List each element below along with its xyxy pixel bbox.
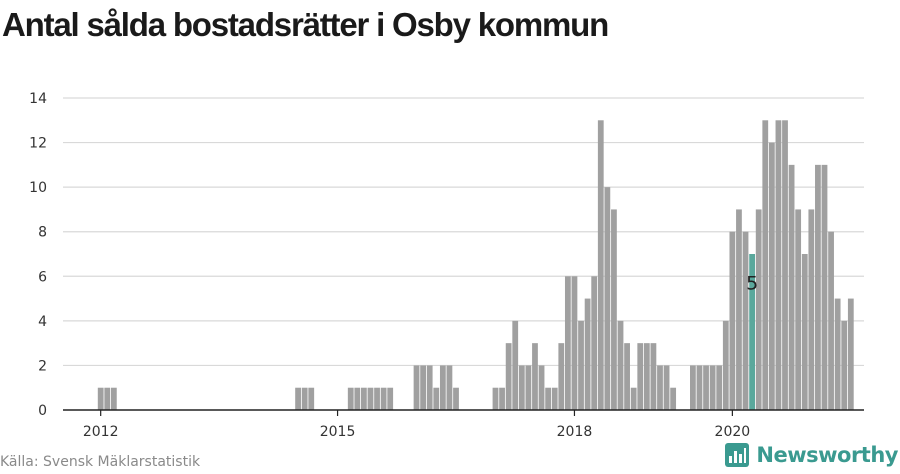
bar (722, 320, 729, 410)
bar (782, 120, 788, 411)
bar (604, 187, 611, 410)
bar (551, 387, 558, 410)
bar (716, 365, 723, 410)
bar (775, 120, 782, 411)
bar-chart-logo-icon (725, 443, 750, 467)
bar (104, 387, 111, 410)
bar (584, 298, 591, 410)
bar (690, 365, 696, 410)
bar (301, 387, 308, 410)
bar (426, 365, 433, 410)
bar (538, 365, 545, 410)
x-tick-label: 2012 (83, 424, 119, 440)
bar (742, 231, 749, 410)
bar (518, 365, 525, 410)
bar (841, 320, 848, 410)
brand-name: Newsworthy (756, 443, 898, 467)
bar (795, 209, 802, 410)
bar (499, 387, 505, 410)
source-note: Källa: Svensk Mäklarstatistik (0, 454, 201, 470)
bar (387, 387, 394, 410)
bar (413, 365, 420, 410)
bar (545, 387, 552, 410)
y-tick-label: 0 (38, 403, 47, 419)
bar (709, 365, 716, 410)
bar (308, 387, 315, 410)
bar (630, 387, 637, 410)
bar (374, 387, 380, 410)
gridlines (63, 97, 864, 367)
newsworthy-logo[interactable]: Newsworthy (724, 440, 898, 470)
bar (657, 365, 663, 410)
bar (696, 365, 703, 410)
bar (597, 120, 604, 411)
y-tick-label: 8 (38, 225, 47, 241)
bar (788, 164, 795, 410)
bar (420, 365, 426, 410)
y-tick-label: 6 (38, 269, 47, 285)
bar (571, 276, 578, 410)
bar (617, 320, 624, 410)
bar (768, 142, 775, 411)
bar (361, 387, 367, 410)
bar (828, 231, 834, 410)
y-tick-label: 14 (29, 91, 47, 107)
bar (847, 298, 854, 410)
bar (347, 387, 354, 410)
bar (801, 254, 808, 410)
bar (762, 120, 769, 411)
bar (453, 387, 459, 410)
bar (736, 209, 742, 410)
bar (663, 365, 670, 410)
bar (532, 343, 538, 410)
x-tick-label: 2020 (715, 424, 751, 440)
bar (564, 276, 571, 410)
bar (611, 209, 617, 410)
highlight-value-label: 5 (746, 273, 758, 295)
bar (755, 209, 762, 410)
bar (670, 387, 677, 410)
bar (821, 164, 828, 410)
bar (110, 387, 117, 410)
chart-title: Antal sålda bostadsrätter i Osby kommun (2, 6, 609, 43)
bar (591, 276, 598, 410)
y-tick-label: 10 (29, 180, 47, 196)
bar (578, 320, 584, 410)
bar (433, 387, 440, 410)
bar (505, 343, 512, 410)
x-tick-label: 2015 (320, 424, 356, 440)
bar (492, 387, 499, 410)
bar (624, 343, 630, 410)
labels: 0 2 4 6 8 10 12 14 5 2012 2015 2018 2020 (29, 91, 758, 440)
bar (643, 343, 650, 410)
bar (439, 365, 446, 410)
bar (354, 387, 361, 410)
bar (808, 209, 815, 410)
bar (97, 387, 104, 410)
bars (97, 120, 854, 411)
highlight-bar (749, 254, 755, 410)
bar (525, 365, 532, 410)
bar (637, 343, 644, 410)
y-tick-label: 4 (38, 314, 47, 330)
bar (815, 164, 821, 410)
axes (63, 409, 864, 416)
bar (558, 343, 565, 410)
bar (703, 365, 709, 410)
bar (512, 320, 519, 410)
y-tick-label: 12 (29, 136, 47, 152)
bar (295, 387, 301, 410)
y-tick-label: 2 (38, 358, 47, 374)
bar (367, 387, 374, 410)
bar (446, 365, 453, 410)
bar (834, 298, 841, 410)
x-tick-label: 2018 (557, 424, 593, 440)
bar (650, 343, 657, 410)
bar (380, 387, 387, 410)
bar (729, 231, 736, 410)
